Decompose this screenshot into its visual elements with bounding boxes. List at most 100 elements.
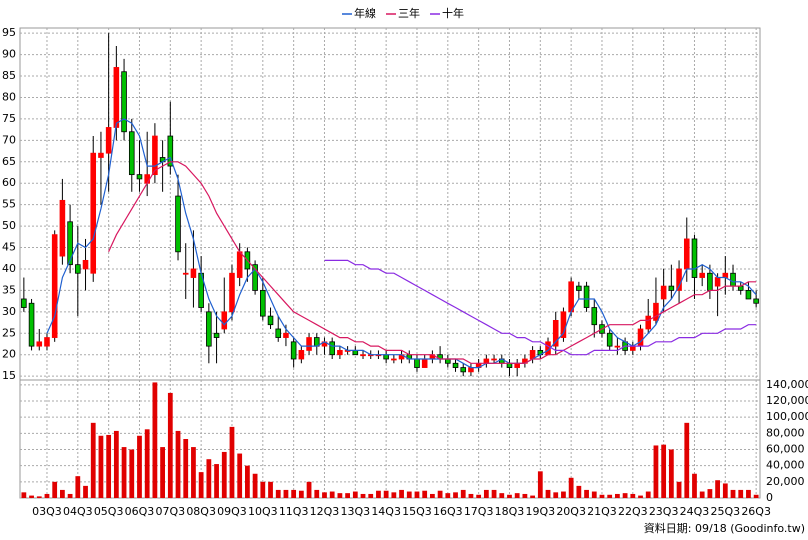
- x-tick-label: 06Q3: [125, 505, 155, 518]
- volume-bar: [152, 382, 158, 498]
- volume-bar: [746, 489, 751, 498]
- candle-body: [737, 285, 744, 291]
- volume-bar: [638, 495, 643, 498]
- candle-body: [730, 272, 736, 287]
- volume-bar: [175, 430, 181, 498]
- volume-bar: [653, 445, 659, 498]
- volume-bar: [661, 444, 667, 498]
- volume-bar: [283, 489, 289, 498]
- volume-bar: [453, 492, 458, 498]
- volume-bar: [576, 485, 582, 498]
- candle-body: [213, 332, 220, 338]
- volume-bar: [291, 489, 297, 498]
- candle-body: [206, 311, 212, 347]
- volume-bar: [507, 494, 512, 498]
- volume-bar: [715, 480, 720, 498]
- volume-bar: [584, 489, 589, 498]
- candle-body: [298, 350, 305, 360]
- volume-bar: [144, 429, 150, 498]
- volume-bar: [406, 491, 412, 498]
- y-tick-label: 95: [2, 26, 16, 39]
- candle-body: [283, 332, 289, 338]
- candle-body: [491, 358, 497, 361]
- volume-bar: [630, 493, 636, 498]
- candle-body: [614, 345, 621, 348]
- candle-body: [414, 358, 420, 368]
- footer: 資料日期: 09/18 (Goodinfo.tw): [644, 521, 805, 535]
- candle-body: [653, 302, 659, 321]
- volume-bar: [75, 476, 81, 498]
- volume-bar: [591, 491, 597, 498]
- volume-bar: [437, 490, 443, 498]
- candle-body: [144, 174, 150, 184]
- ma-line: [324, 259, 757, 356]
- candle-body: [229, 272, 235, 313]
- volume-bar: [568, 477, 574, 498]
- candle-body: [606, 332, 613, 347]
- candle-body: [460, 367, 467, 373]
- volume-bar: [29, 495, 34, 498]
- y-tick-label: 40: [2, 262, 16, 275]
- price-panel: [19, 27, 761, 381]
- volume-bar: [430, 493, 435, 498]
- candle-body: [691, 238, 698, 278]
- x-tick-label: 25Q3: [710, 505, 740, 518]
- volume-bar: [191, 447, 196, 498]
- candle-body: [44, 337, 50, 347]
- y-tick-label: 15: [2, 369, 16, 382]
- candle-body: [583, 285, 590, 308]
- volume-bar: [260, 481, 266, 498]
- y2-tick-label: 100,000: [766, 410, 808, 423]
- volume-bar: [707, 489, 713, 498]
- volume-bar: [599, 494, 605, 498]
- volume-bar: [245, 465, 250, 498]
- candle-body: [383, 354, 389, 360]
- candle-body: [128, 131, 135, 176]
- volume-bar: [137, 435, 142, 498]
- volume-bar: [668, 449, 674, 498]
- y-tick-label: 55: [2, 198, 16, 211]
- volume-bar: [645, 491, 651, 498]
- volume-bar: [206, 459, 212, 498]
- y-tick-label: 70: [2, 133, 16, 146]
- candle-body: [514, 362, 520, 368]
- x-tick-label: 08Q3: [186, 505, 216, 518]
- candle-body: [707, 272, 713, 291]
- volume-bar: [237, 453, 243, 498]
- y-tick-label: 85: [2, 69, 16, 82]
- volume-bar: [476, 494, 482, 498]
- y-tick-label: 20: [2, 348, 16, 361]
- candle-body: [175, 195, 181, 253]
- volume-bar: [314, 489, 320, 498]
- volume-bar: [21, 492, 27, 498]
- volume-bar: [738, 489, 744, 498]
- volume-bar: [52, 481, 58, 498]
- candle-body: [660, 285, 667, 300]
- volume-bar: [376, 490, 381, 498]
- volume-bar: [160, 447, 165, 498]
- x-tick-label: 10Q3: [248, 505, 278, 518]
- legend-label: 年線: [354, 6, 376, 20]
- candle-body: [82, 259, 89, 270]
- candle-body: [506, 362, 513, 368]
- candle-body: [421, 358, 428, 368]
- volume-bar: [607, 494, 613, 498]
- volume-bar: [468, 493, 474, 498]
- candle-body: [28, 302, 35, 347]
- y-tick-label: 90: [2, 48, 16, 61]
- candle-body: [560, 311, 567, 338]
- volume-bar: [322, 492, 327, 498]
- volume-bar: [460, 489, 466, 498]
- volume-bar: [553, 492, 559, 498]
- candle-body: [568, 281, 574, 313]
- candle-body: [391, 358, 397, 361]
- candle-body: [591, 307, 598, 326]
- volume-bar: [483, 489, 489, 498]
- volume-bar: [167, 392, 173, 498]
- volume-bar: [36, 496, 42, 498]
- candle-body: [668, 285, 675, 291]
- volume-bar: [692, 473, 697, 498]
- volume-panel: [19, 379, 761, 499]
- volume-bar: [98, 435, 104, 498]
